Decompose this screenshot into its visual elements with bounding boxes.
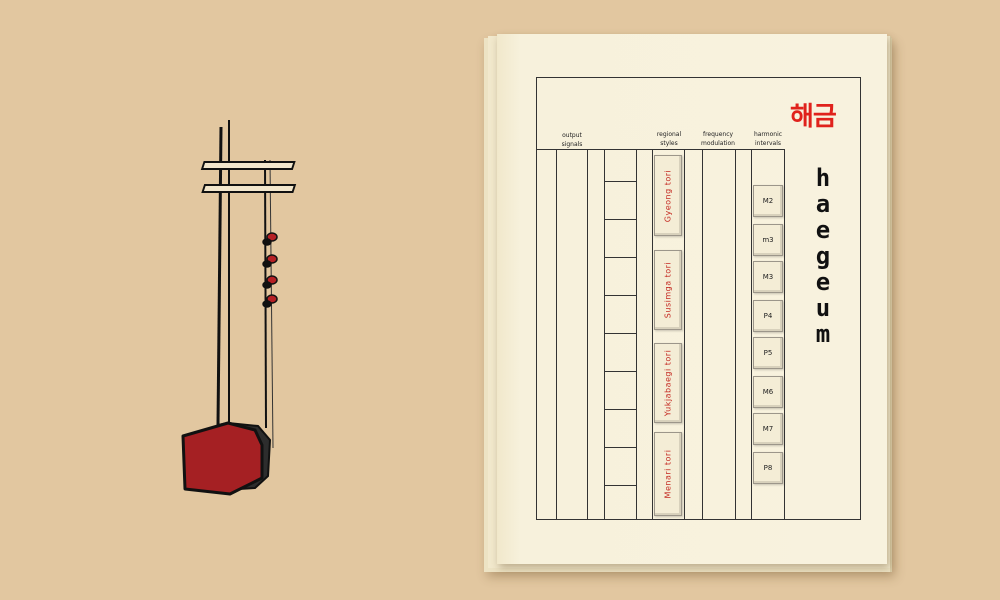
interval-button-m6[interactable]: M6 [753, 376, 783, 408]
title-english: h a e g e u m [815, 164, 831, 348]
col-line [702, 149, 703, 520]
regional-style-button-gyeong[interactable]: Gyeong tori [654, 155, 682, 236]
col-line [684, 149, 685, 520]
interval-button-m3-minor[interactable]: m3 [753, 224, 783, 256]
haegeum-instrument-illustration [181, 120, 297, 496]
column-header-regional-styles: regional styles [656, 131, 682, 147]
interval-button-p8[interactable]: P8 [753, 452, 783, 484]
col-line [751, 149, 752, 520]
col-line [587, 149, 588, 520]
signal-cell-line [604, 485, 636, 486]
signal-cell-line [604, 409, 636, 410]
col-line [556, 149, 557, 520]
tuning-pegs [262, 232, 278, 308]
col-line [652, 149, 653, 520]
interval-button-m3-major[interactable]: M3 [753, 261, 783, 293]
signal-cell-line [604, 295, 636, 296]
col-line [604, 149, 605, 520]
regional-style-button-susimga[interactable]: Susimga tori [654, 250, 682, 330]
interval-button-p5[interactable]: P5 [753, 337, 783, 369]
table-frame [536, 77, 861, 520]
signal-cell-line [604, 371, 636, 372]
regional-style-button-menari[interactable]: Menari tori [654, 432, 682, 516]
signal-cell-line [604, 219, 636, 220]
regional-style-button-yukjabaegi[interactable]: Yukjabaegi tori [654, 343, 682, 423]
signal-cell-line [604, 447, 636, 448]
signal-cell-line [604, 181, 636, 182]
interval-button-m2-major[interactable]: M2 [753, 185, 783, 217]
column-header-output-signals: output signals [561, 132, 583, 148]
col-line [784, 149, 785, 520]
interval-button-m7[interactable]: M7 [753, 413, 783, 445]
column-header-harmonic-intervals: harmonic intervals [753, 131, 783, 147]
col-line [636, 149, 637, 520]
column-header-frequency-modulation: frequency modulation [701, 131, 735, 147]
header-divider [536, 149, 784, 150]
col-line [735, 149, 736, 520]
booklet-page [497, 34, 887, 564]
interval-button-p4[interactable]: P4 [753, 300, 783, 332]
signal-cell-line [604, 333, 636, 334]
title-korean: 해금 [790, 102, 837, 132]
signal-cell-line [604, 257, 636, 258]
